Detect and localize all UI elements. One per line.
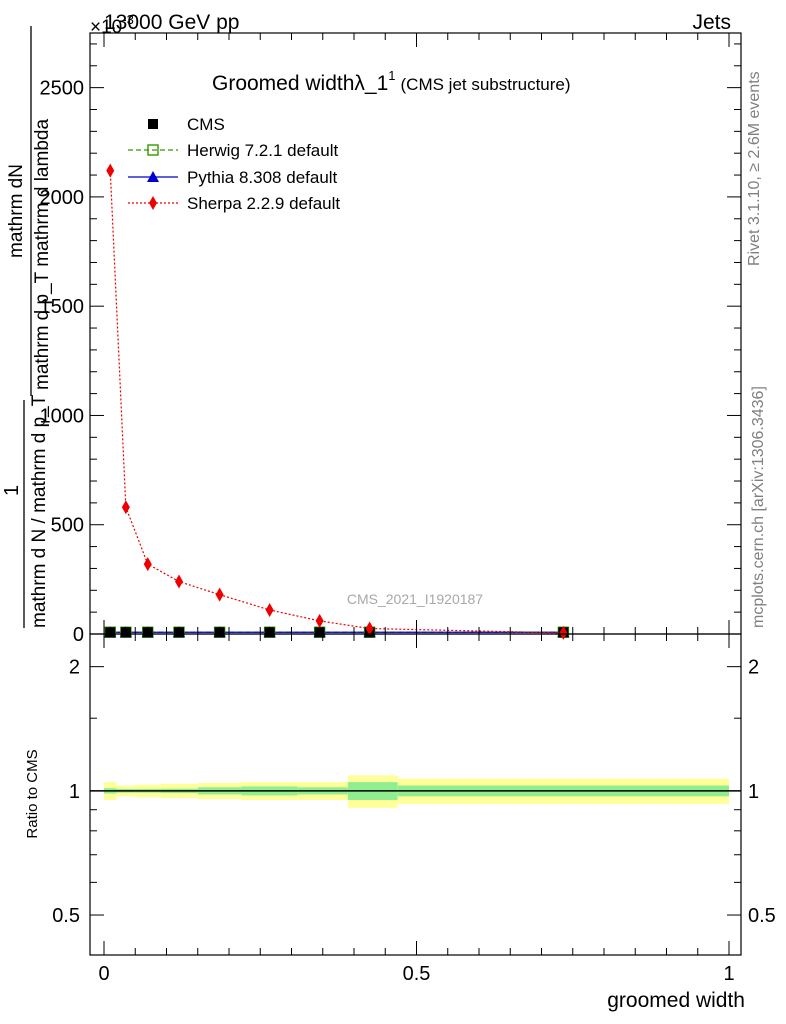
axis-ticks <box>90 33 741 955</box>
x-tick-label: 0.5 <box>403 963 431 985</box>
legend-marker-sample <box>147 144 159 156</box>
y-exponent-sup: -3 <box>122 12 134 27</box>
legend-label: CMS <box>187 115 225 134</box>
data-point-sherpa-2-2-9-default <box>215 587 224 602</box>
ratio-y-tick-label: 0.5 <box>52 905 80 927</box>
y-label-unit: 1 <box>1 485 23 496</box>
legend-label: Sherpa 2.2.9 default <box>187 194 340 213</box>
x-axis-label: groomed width <box>607 989 745 1012</box>
ratio-y-tick-label-right: 0.5 <box>748 905 776 927</box>
legend-label: Herwig 7.2.1 default <box>187 141 338 160</box>
data-point-sherpa-2-2-9-default <box>121 500 130 515</box>
ratio-y-tick-label: 2 <box>69 657 80 679</box>
main-y-tick-label: 0 <box>73 624 84 646</box>
main-y-tick-label: 1500 <box>40 296 85 318</box>
legend-entry-cms: CMS <box>148 115 225 134</box>
data-point-sherpa-2-2-9-default <box>175 574 183 589</box>
main-y-axis-label: mathrm dN mathrm d p_T mathrm d lambda 1… <box>1 26 53 628</box>
y-exponent-label: ×10-3 <box>90 12 134 38</box>
data-point-cms <box>174 627 184 638</box>
y-exponent-base: ×10 <box>90 17 122 38</box>
ratio-y-tick-label-right: 1 <box>748 781 759 803</box>
data-point-sherpa-2-2-9-default <box>315 613 324 628</box>
data-point-cms <box>120 627 131 638</box>
legend-marker-sample <box>147 171 159 182</box>
rivet-version-label: Rivet 3.1.10, ≥ 2.6M events <box>746 71 763 266</box>
main-y-tick-label: 2000 <box>40 187 85 209</box>
legend-label: Pythia 8.308 default <box>187 168 338 187</box>
legend-entry-sherpa-2-2-9-default: Sherpa 2.2.9 default <box>128 194 340 213</box>
series-markers <box>104 163 570 640</box>
legend-entry-herwig-7-2-1-default: Herwig 7.2.1 default <box>128 141 338 160</box>
ratio-y-tick-label: 1 <box>69 781 80 803</box>
analysis-watermark: CMS_2021_I1920187 <box>347 591 483 607</box>
x-tick-label: 0 <box>98 963 109 985</box>
legend-entry-pythia-8-308-default: Pythia 8.308 default <box>128 168 338 187</box>
data-point-sherpa-2-2-9-default <box>265 602 274 617</box>
y-label-numerator: mathrm dN <box>6 164 27 258</box>
chart-title-symbol: λ_1 <box>354 72 388 95</box>
main-y-tick-label: 2500 <box>40 78 85 100</box>
beam-label: 13000 GeV pp <box>104 11 239 34</box>
data-point-sherpa-2-2-9-default <box>559 625 568 640</box>
data-point-cms <box>264 627 275 638</box>
legend: CMS Herwig 7.2.1 default Pythia 8.308 defa… <box>128 115 340 213</box>
chart-title: Groomed widthλ_11 (CMS jet substructure) <box>212 68 571 95</box>
chart-subtitle: (CMS jet substructure) <box>401 75 571 94</box>
legend-marker-sample <box>149 196 157 210</box>
legend-marker-sample <box>148 119 158 129</box>
main-y-tick-label: 1000 <box>40 405 85 427</box>
y-label-denominator: mathrm d N / mathrm d p_T <box>29 394 50 628</box>
series-lines <box>109 170 564 634</box>
tick-labels: 05001000150020002500300035004000450000.5… <box>40 78 776 985</box>
chart-title-sup: 1 <box>388 68 395 83</box>
data-point-cms <box>105 627 116 638</box>
main-y-tick-label: 500 <box>51 515 84 537</box>
series-line-sherpa-2-2-9-default <box>109 170 564 634</box>
data-point-cms <box>142 627 153 638</box>
x-tick-label: 1 <box>723 963 734 985</box>
ratio-panel-frame <box>89 633 742 956</box>
process-label: Jets <box>692 11 731 34</box>
data-point-sherpa-2-2-9-default <box>365 621 374 636</box>
y-label-numerator-denominator: mathrm d p_T mathrm d lambda <box>32 119 53 390</box>
data-point-cms <box>214 627 225 638</box>
ratio-y-axis-label: Ratio to CMS <box>24 749 41 838</box>
data-point-cms <box>314 627 325 638</box>
data-point-sherpa-2-2-9-default <box>143 557 152 572</box>
chart-title-main: Groomed width <box>212 72 354 95</box>
data-point-sherpa-2-2-9-default <box>106 163 115 178</box>
ratio-y-tick-label-right: 2 <box>748 657 759 679</box>
mcplots-credit-label: mcplots.cern.ch [arXiv:1306.3436] <box>750 386 767 628</box>
